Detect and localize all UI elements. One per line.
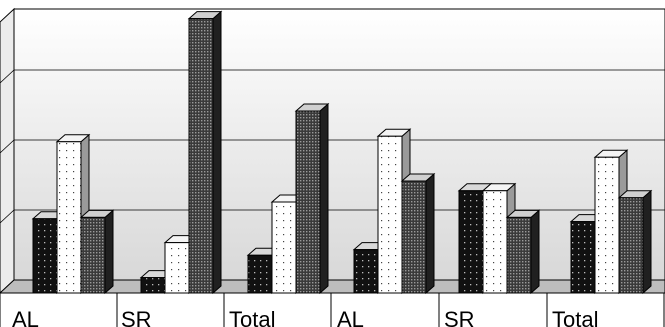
bar-front: [353, 249, 379, 294]
bar-front: [271, 201, 297, 294]
bar-front: [56, 141, 82, 294]
bar-side: [530, 209, 540, 295]
bar: [79, 209, 115, 295]
bar-group: [31, 133, 115, 295]
bar-front: [188, 18, 214, 294]
bar: [617, 189, 653, 295]
bar-front: [506, 216, 532, 294]
bar-front: [164, 242, 190, 294]
category-label: AL: [12, 307, 39, 327]
bar-side: [425, 172, 435, 295]
back-wall: [13, 8, 665, 281]
bar-front: [570, 221, 596, 294]
bar-front: [618, 197, 644, 294]
bar-front: [295, 110, 321, 294]
bar-front: [140, 277, 166, 294]
category-label: SR: [121, 307, 152, 327]
bar-front: [401, 180, 427, 294]
gridline: [0, 209, 15, 224]
bar: [505, 209, 541, 295]
bar-group: [246, 102, 330, 295]
category-label: Total: [229, 307, 275, 327]
bar-front: [594, 156, 620, 294]
bar-group: [139, 10, 223, 295]
bar-front: [247, 254, 273, 294]
bar: [294, 102, 330, 295]
gridline: [0, 139, 15, 154]
gridline: [0, 69, 15, 84]
bar-side: [104, 209, 114, 295]
bar-front: [377, 135, 403, 294]
bar-front: [482, 190, 508, 294]
plot-backdrop: [0, 7, 665, 294]
bar-side: [319, 102, 329, 295]
category-labels: AL SR Total AL SR Total: [0, 292, 665, 327]
bar-group: [457, 182, 541, 295]
bar-front: [458, 190, 484, 294]
bar-group: [352, 128, 436, 295]
bar-front: [80, 216, 106, 294]
bar: [187, 10, 223, 295]
category-label: AL: [337, 307, 364, 327]
bars-layer: [31, 10, 653, 295]
bar-front: [32, 218, 58, 294]
category-label: Total: [552, 307, 598, 327]
bar: [400, 172, 436, 295]
bar-side: [642, 189, 652, 295]
gridlines: [0, 69, 665, 224]
category-label: SR: [444, 307, 475, 327]
bar-side: [212, 10, 222, 295]
